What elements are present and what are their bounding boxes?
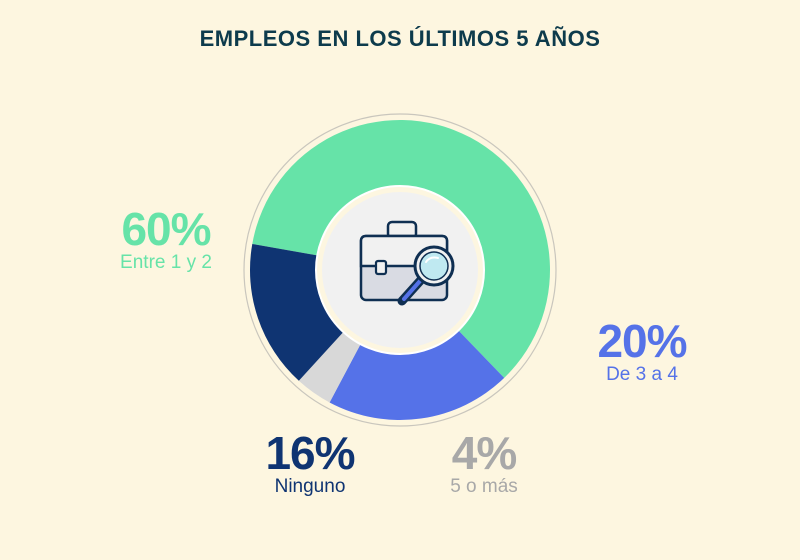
label-de-3-a-4: 20% De 3 a 4 xyxy=(572,318,712,386)
chart-title: EMPLEOS EN LOS ÚLTIMOS 5 AÑOS xyxy=(199,26,601,51)
outer-outline xyxy=(243,113,557,427)
value-label: 16% xyxy=(265,427,355,479)
donut-slice-de-3-a-4 xyxy=(329,330,505,420)
value-label: 60% xyxy=(121,203,211,255)
label-entre-1-y-2: 60% Entre 1 y 2 xyxy=(86,206,246,274)
donut-slice-ninguno xyxy=(250,243,344,381)
value-label: 20% xyxy=(597,315,687,367)
inner-outline xyxy=(315,185,485,355)
label-5-o-mas: 4% 5 o más xyxy=(424,430,544,498)
category-label: De 3 a 4 xyxy=(606,364,678,385)
category-label: Entre 1 y 2 xyxy=(120,252,212,273)
donut-slice-5-o-m-s xyxy=(298,332,361,403)
label-ninguno: 16% Ninguno xyxy=(246,430,374,498)
donut-slice-entre-1-y-2 xyxy=(252,120,550,378)
category-label: 5 o más xyxy=(450,476,518,497)
value-label: 4% xyxy=(451,427,517,479)
category-label: Ninguno xyxy=(274,476,346,497)
briefcase-magnifier-icon xyxy=(359,220,455,306)
